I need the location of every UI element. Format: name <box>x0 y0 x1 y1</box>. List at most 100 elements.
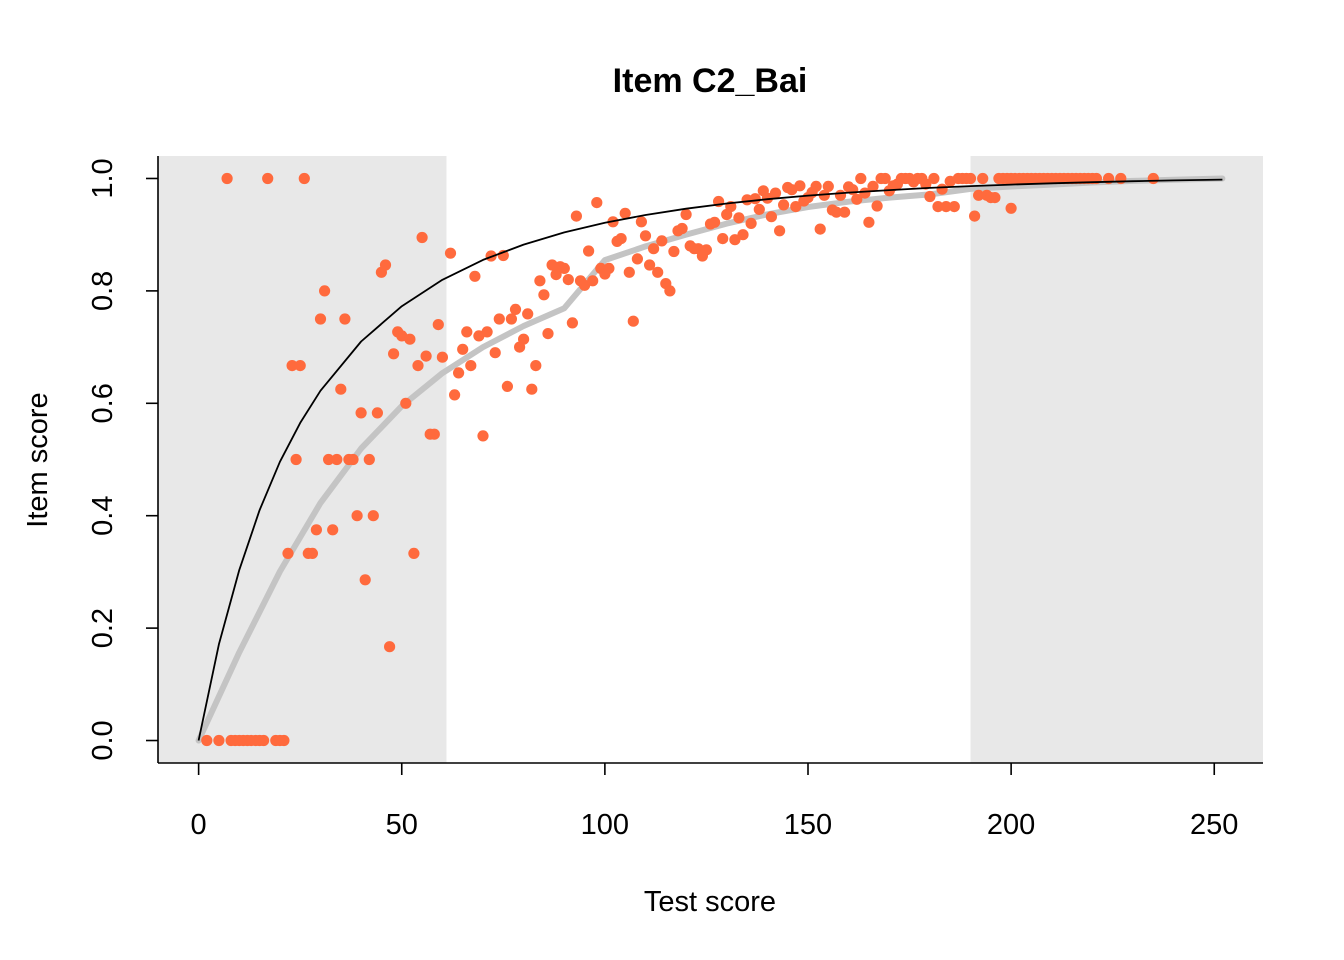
data-point <box>855 172 867 185</box>
data-point <box>221 172 233 185</box>
data-point <box>319 285 331 297</box>
shaded-regions <box>158 156 1263 763</box>
data-point <box>644 259 656 271</box>
y-axis-title: Item score <box>22 392 54 527</box>
data-point <box>294 360 306 372</box>
data-point <box>379 259 392 271</box>
y-tick-label: 1.0 <box>87 158 119 198</box>
x-axis-title: Test score <box>644 886 776 918</box>
y-tick-label: 0.8 <box>87 271 119 311</box>
data-point <box>518 333 530 345</box>
data-point <box>778 199 790 211</box>
data-point <box>465 360 477 372</box>
data-point <box>851 193 863 205</box>
data-point <box>928 172 940 185</box>
x-tick-label: 200 <box>987 809 1035 841</box>
data-point <box>729 234 741 246</box>
data-point <box>367 510 379 522</box>
data-point <box>436 351 448 363</box>
data-point <box>201 734 213 747</box>
data-point <box>509 303 522 315</box>
data-point <box>286 360 298 372</box>
data-point <box>652 266 664 278</box>
data-point <box>656 235 668 247</box>
data-point <box>936 183 948 195</box>
data-point <box>310 524 322 536</box>
data-point <box>879 172 891 185</box>
data-point <box>306 547 318 560</box>
data-point <box>717 233 729 245</box>
data-point <box>709 216 721 228</box>
data-point <box>631 253 644 265</box>
data-point <box>351 510 363 522</box>
data-point <box>920 178 932 190</box>
data-point <box>737 229 749 241</box>
data-point <box>700 244 713 256</box>
model-curve-layer <box>197 178 1223 741</box>
data-point <box>542 328 554 340</box>
data-point <box>733 212 745 224</box>
data-point <box>363 453 375 466</box>
data-point <box>570 210 583 222</box>
data-point <box>973 189 985 201</box>
smooth-curve <box>195 175 1226 744</box>
data-point <box>416 231 428 244</box>
data-point <box>619 207 631 219</box>
data-point <box>932 201 944 213</box>
data-point <box>469 270 481 282</box>
data-point <box>964 172 977 185</box>
data-point <box>347 453 359 466</box>
data-point <box>534 275 546 287</box>
data-point <box>493 313 505 325</box>
data-point <box>505 313 517 325</box>
data-point <box>794 180 806 192</box>
data-point <box>453 367 465 379</box>
data-point <box>859 187 871 199</box>
data-point <box>477 430 489 442</box>
data-point <box>359 574 371 586</box>
data-point <box>428 428 440 440</box>
data-point <box>867 180 879 192</box>
axes <box>157 156 1263 764</box>
x-tick-label: 0 <box>191 809 207 841</box>
data-point <box>818 189 830 201</box>
data-point <box>339 313 351 325</box>
y-tick-label: 0.6 <box>87 383 119 423</box>
shaded-range-2 <box>970 156 1263 763</box>
data-point <box>587 275 599 287</box>
data-point <box>355 407 367 419</box>
data-point <box>489 347 501 359</box>
data-point <box>822 180 834 192</box>
data-point <box>969 210 981 222</box>
data-point <box>761 192 774 204</box>
data-point <box>526 383 538 395</box>
data-point <box>839 206 851 218</box>
y-tick-label: 0.4 <box>87 496 119 536</box>
data-point <box>810 180 822 192</box>
x-tick-label: 150 <box>784 809 832 841</box>
data-point <box>977 172 989 185</box>
data-point <box>830 206 843 218</box>
data-point <box>745 217 757 229</box>
data-point <box>989 192 1001 204</box>
data-point <box>290 453 302 466</box>
data-point <box>753 203 765 215</box>
data-point <box>400 397 412 409</box>
data-point <box>420 350 432 362</box>
data-point <box>591 197 603 209</box>
data-point <box>635 216 648 228</box>
data-point <box>680 208 692 221</box>
x-tick-label: 100 <box>581 809 629 841</box>
data-point <box>871 200 883 212</box>
model-curve <box>197 178 1223 741</box>
y-axis-ticks: 0.0 0.2 0.4 0.6 0.8 1.0 <box>87 158 158 761</box>
data-point <box>481 326 493 338</box>
data-point <box>335 383 347 395</box>
shaded-range-1 <box>158 156 447 763</box>
data-point <box>668 245 680 258</box>
data-point <box>562 274 574 286</box>
data-point <box>639 230 652 242</box>
y-tick-label: 0.2 <box>87 608 119 648</box>
data-point <box>278 734 290 747</box>
